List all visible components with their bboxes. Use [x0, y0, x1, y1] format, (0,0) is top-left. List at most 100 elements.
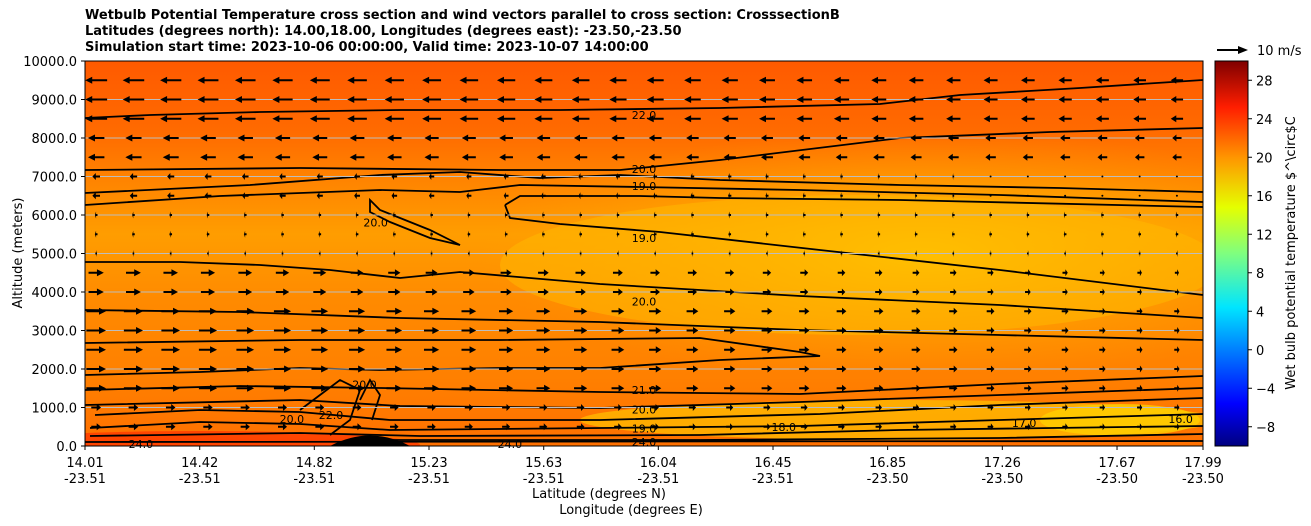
wind-vector [1095, 96, 1109, 103]
wind-vector [803, 250, 806, 257]
wind-vector [1099, 269, 1105, 277]
wind-vector [802, 192, 806, 200]
wind-vector [725, 269, 735, 277]
wind-vector [275, 269, 290, 277]
wind-vector [574, 134, 588, 142]
contour-label: 19.0 [632, 180, 657, 193]
wind-vector [579, 250, 582, 257]
wind-vector [762, 269, 772, 277]
y-tick-label: 3000.0 [32, 325, 78, 340]
wind-vector [428, 173, 435, 180]
wind-vector [499, 365, 514, 373]
wind-vector [873, 153, 885, 161]
wind-vector [835, 153, 848, 161]
wind-vector [691, 250, 694, 257]
contour-label: 24.0 [129, 438, 154, 451]
wind-vector [987, 269, 994, 277]
wind-vector [348, 327, 366, 334]
wind-vector [877, 250, 880, 257]
wind-vector [1064, 194, 1067, 197]
colorbar-tick-label: 20 [1256, 151, 1273, 166]
wind-vector [611, 307, 625, 315]
wind-vector [125, 269, 141, 277]
wind-vector [986, 384, 995, 392]
wind-vector [87, 153, 105, 161]
wind-vector [952, 192, 955, 200]
wind-vector [1172, 134, 1182, 142]
wind-vector [534, 96, 553, 103]
wind-vector [574, 346, 588, 354]
wind-vector [123, 365, 144, 373]
wind-vector [423, 384, 440, 392]
x-tick-label-lon: -23.51 [179, 472, 221, 487]
wind-vector [388, 288, 401, 296]
wind-vector [1099, 384, 1106, 392]
wind-vector [877, 192, 880, 200]
wind-vector [272, 76, 293, 84]
wind-vector [1138, 230, 1141, 238]
wind-vector [95, 250, 98, 257]
contour-label: 20.0 [280, 413, 305, 426]
wind-vector [688, 423, 697, 431]
wind-vector [128, 423, 139, 431]
wind-vector [309, 96, 330, 103]
wind-vector [466, 173, 472, 180]
wind-vector [837, 269, 846, 277]
wind-vector [579, 211, 582, 219]
wind-vector [617, 250, 619, 257]
wind-vector [799, 307, 810, 315]
wind-vector [761, 365, 773, 373]
wind-vector [1024, 327, 1032, 334]
contour-label: 18.0 [772, 421, 797, 434]
wind-vector [800, 288, 809, 296]
wind-vector [758, 115, 775, 123]
x-tick-label-lon: -23.51 [637, 472, 679, 487]
contour-lines [85, 79, 1203, 443]
contour-label: 21.0 [632, 384, 657, 397]
wind-vector [538, 288, 549, 296]
wind-vector [952, 173, 955, 180]
wind-vector [724, 307, 736, 315]
wind-vector [686, 134, 699, 142]
wind-vector [313, 269, 327, 277]
wind-vector [686, 153, 699, 161]
wind-vector [243, 230, 247, 238]
y-tick-label: 5000.0 [32, 248, 78, 263]
wind-vector [609, 115, 627, 123]
wind-vector [836, 327, 847, 334]
wind-vector [386, 327, 403, 334]
wind-vector [279, 192, 286, 200]
wind-vector [833, 115, 850, 123]
wind-vector [949, 384, 958, 392]
wind-vector [311, 307, 329, 315]
wind-vector [1175, 211, 1179, 219]
wind-vector [800, 269, 809, 277]
wind-vector [91, 404, 102, 411]
wind-vector [949, 307, 958, 315]
wind-vector [1099, 404, 1106, 411]
wind-vector [1136, 307, 1143, 315]
wind-vector [236, 307, 255, 315]
wind-vector [766, 250, 768, 257]
wind-vector [1097, 134, 1108, 142]
wind-vector [161, 307, 181, 315]
wind-vector [987, 288, 994, 296]
x-tick-label-lat: 16.45 [754, 456, 791, 471]
chart-title-line-3: Simulation start time: 2023-10-06 00:00:… [85, 40, 649, 55]
wind-vector [1133, 76, 1146, 84]
wind-vector [1174, 365, 1180, 373]
wind-vector [1137, 288, 1142, 296]
colorbar-tick-label: 16 [1256, 190, 1273, 205]
wind-vector [461, 327, 477, 334]
wind-vector [796, 115, 813, 123]
x-tick-label-lat: 15.23 [410, 456, 447, 471]
wind-vector [761, 327, 773, 334]
contour-label: 20.0 [632, 296, 657, 309]
wind-vector [875, 288, 883, 296]
wind-vector [536, 346, 551, 354]
y-tick-label: 4000.0 [32, 286, 78, 301]
wind-vector [539, 423, 548, 431]
wind-vector [499, 346, 514, 354]
wind-vector [123, 327, 144, 334]
wind-vector [875, 404, 882, 411]
